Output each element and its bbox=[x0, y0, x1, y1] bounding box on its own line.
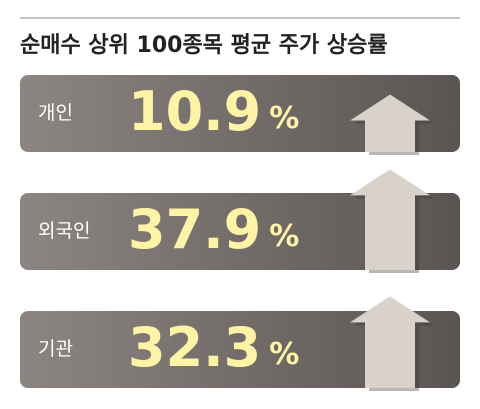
panel bbox=[20, 193, 460, 270]
arrow bbox=[350, 296, 430, 388]
panel bbox=[20, 75, 460, 152]
panel bbox=[20, 311, 460, 388]
row-label: 개인 bbox=[38, 102, 73, 124]
unit-label: % bbox=[269, 219, 299, 254]
value-label: 10.9 bbox=[128, 80, 261, 143]
value-label: 37.9 bbox=[128, 198, 261, 261]
title: 순매수 상위 100종목 평균 주가 상승률 bbox=[20, 33, 388, 58]
row-label: 외국인 bbox=[38, 220, 90, 242]
row-label: 기관 bbox=[38, 338, 73, 360]
unit-label: % bbox=[269, 101, 299, 136]
arrow bbox=[350, 169, 430, 270]
value-label: 32.3 bbox=[128, 316, 261, 379]
arrow bbox=[350, 94, 430, 152]
unit-label: % bbox=[269, 337, 299, 372]
